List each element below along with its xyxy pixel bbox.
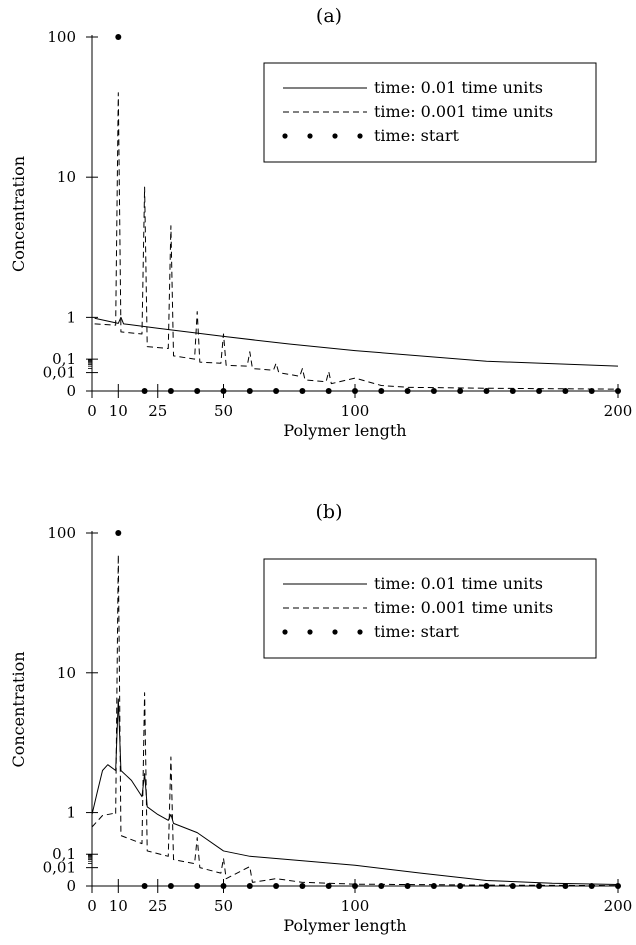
legend: time: 0.01 time units time: 0.001 time un… [263,558,597,659]
y-axis-title: Concentration [9,651,28,767]
data-point-start [220,883,227,889]
data-point-start [562,388,569,394]
data-point-start [194,388,201,394]
x-axis-title: Polymer length [283,421,406,440]
x-tick-label: 25 [148,402,167,420]
data-point-start [588,883,595,889]
legend-dot-marker [307,133,313,139]
legend-entry: time: 0.001 time units [374,102,553,121]
data-point-start [141,388,148,394]
data-point-start [325,883,332,889]
y-tick-label: 100 [47,524,76,542]
data-point-start [299,883,306,889]
legend-box [263,558,597,659]
data-point-start [457,388,464,394]
data-point-start [378,883,385,889]
data-point-start [615,883,621,889]
legend-dot-marker [357,629,363,635]
legend-dot-marker [282,629,288,635]
x-tick-label: 0 [87,402,97,420]
x-tick-label: 10 [109,402,128,420]
data-point-start [483,388,490,394]
legend-entry: time: start [374,126,459,145]
legend-entry: time: start [374,622,459,641]
data-point-start [273,883,280,889]
y-tick-label: 100 [47,28,76,46]
y-axis-title: Concentration [9,156,28,272]
data-point-start [404,388,411,394]
x-tick-label: 50 [214,402,233,420]
data-point-start [536,388,543,394]
legend-dot-marker [282,133,288,139]
y-tick-label: 0 [66,877,76,895]
y-tick-label: 10 [57,664,76,682]
y-tick-label: 0 [66,382,76,400]
data-point-start [325,388,332,394]
y-tick-label: 1 [66,804,76,822]
data-point-start [167,883,174,889]
x-tick-label: 10 [109,897,128,915]
data-point-start [115,34,122,40]
data-point-start [352,883,358,889]
legend-entry: time: 0.01 time units [374,78,543,97]
data-point-start [352,388,358,394]
data-point-start [378,388,385,394]
data-point-start [562,883,569,889]
data-point-start [167,388,174,394]
data-point-start [299,388,306,394]
series-line-001 [91,698,619,886]
y-tick-label: 0,01 [43,364,76,382]
data-point-start [430,883,437,889]
data-point-start [141,883,148,889]
data-point-start [246,388,253,394]
data-point-start [194,883,201,889]
legend-entry: time: 0.01 time units [374,574,543,593]
data-point-start [115,530,122,536]
y-tick-label: 0,01 [43,859,76,877]
x-tick-label: 0 [87,897,97,915]
legend-entry: time: 0.001 time units [374,598,553,617]
legend-dot-marker [307,629,313,635]
data-point-start [246,883,253,889]
y-tick-label: 10 [57,168,76,186]
x-tick-label: 200 [604,897,633,915]
data-point-start [483,883,490,889]
legend: time: 0.01 time units time: 0.001 time un… [263,62,597,163]
legend-box [263,62,597,163]
series-line-0001 [94,92,619,390]
x-tick-label: 50 [214,897,233,915]
legend-dot-marker [357,133,363,139]
y-tick-label: 1 [66,308,76,326]
series-line-001 [94,316,619,367]
y-tick-label: 0,1 [52,350,76,368]
x-tick-label: 100 [341,897,370,915]
x-tick-label: 200 [604,402,633,420]
x-axis-title: Polymer length [283,916,406,935]
x-tick-label: 25 [148,897,167,915]
panel-label: (b) [316,501,343,523]
data-point-start [273,388,280,394]
data-point-start [509,883,516,889]
legend-dot-marker [332,133,338,139]
data-point-start [615,388,621,394]
data-point-start [430,388,437,394]
data-point-start [457,883,464,889]
data-point-start [220,388,227,394]
x-tick-label: 100 [341,402,370,420]
data-point-start [509,388,516,394]
data-point-start [404,883,411,889]
legend-dot-marker [332,629,338,635]
y-tick-label: 0,1 [52,845,76,863]
panel-label: (a) [316,5,342,27]
data-point-start [588,388,595,394]
data-point-start [536,883,543,889]
